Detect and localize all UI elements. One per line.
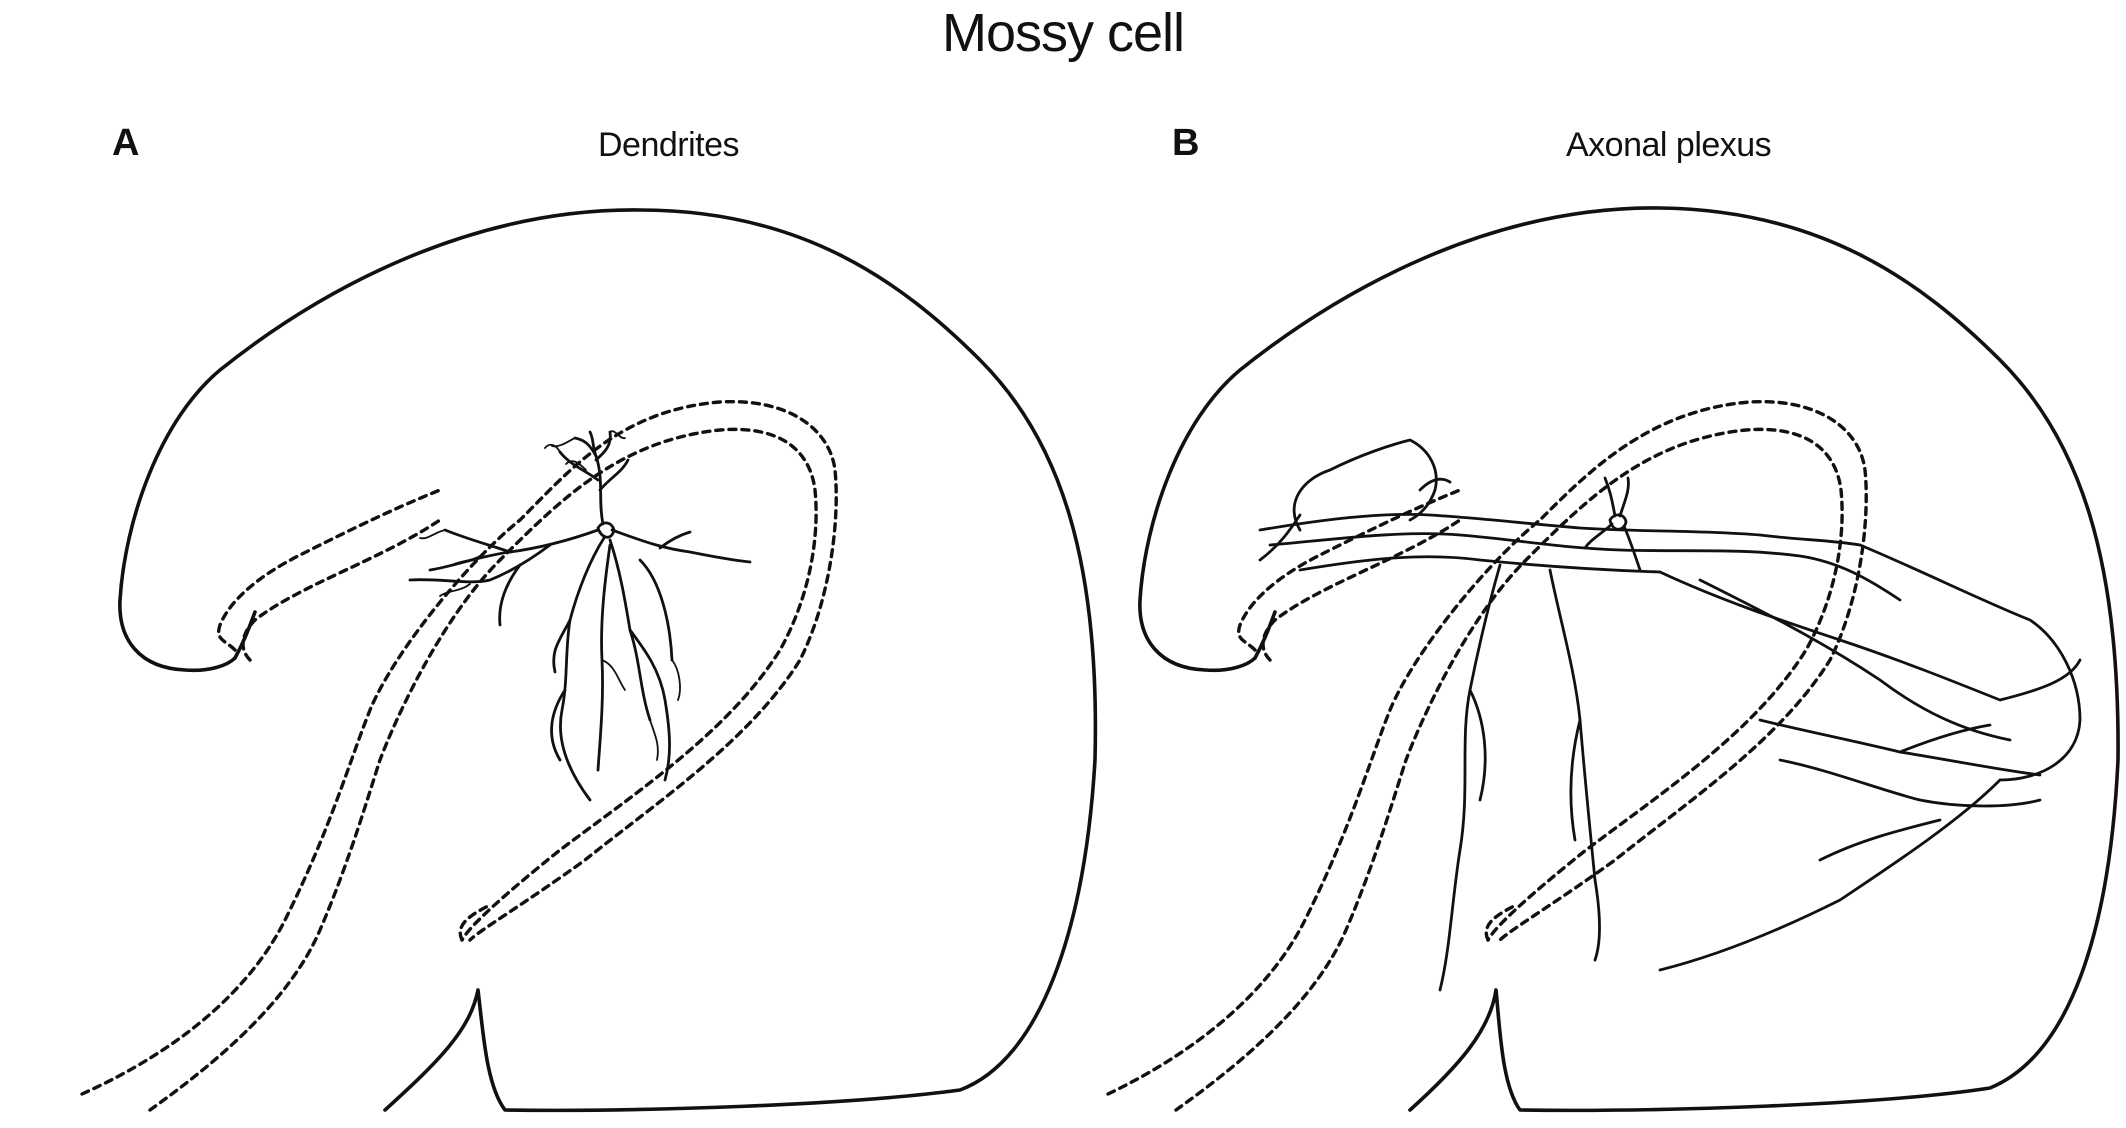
panel-b-subtitle: Axonal plexus [1566, 126, 1772, 164]
panel-a-letter: A [112, 122, 140, 164]
panel-b-granule-outer [1106, 400, 1868, 1096]
panel-a-granule-inner [148, 427, 818, 1112]
panel-b-granule-inner [1174, 427, 1844, 1112]
panel-a-hippocampus [80, 208, 1098, 1113]
panel-a-granule-outer [80, 400, 838, 1096]
panel-a-granule-tip [217, 488, 442, 652]
figure-title: Mossy cell [941, 3, 1185, 63]
panel-a-outer-outline [118, 208, 1098, 1113]
panel-b-mossy-cell-axon [1258, 438, 2082, 992]
panel-b-hippocampus [1106, 206, 2120, 1113]
panel-b-outer-outline [1138, 206, 2120, 1113]
panel-b-letter: B [1172, 122, 1200, 164]
panel-a-subtitle: Dendrites [598, 126, 740, 164]
panel-a-mossy-cell-dendrites [408, 430, 752, 802]
